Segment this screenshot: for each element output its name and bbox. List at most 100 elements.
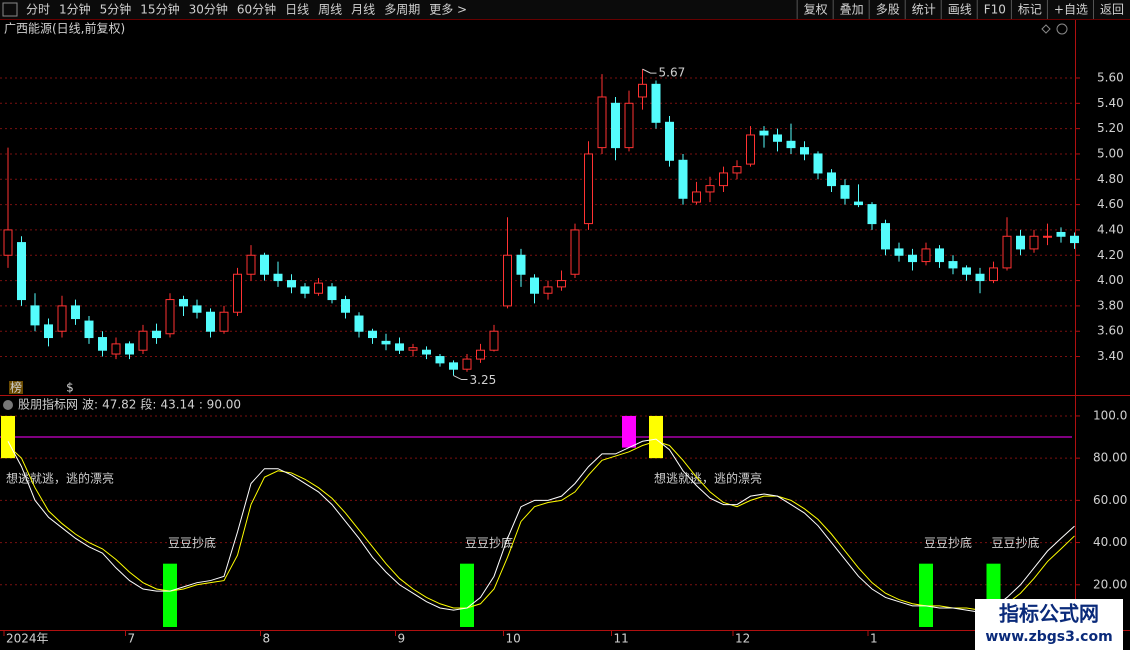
candle-body (84, 320, 94, 339)
candle-body (759, 130, 769, 136)
signal-bar (460, 563, 474, 627)
toolbar (0, 0, 1130, 19)
date-label: 2024年 (6, 632, 49, 646)
candle-body (746, 134, 755, 165)
candle-body (881, 223, 890, 250)
candle-body (233, 273, 242, 313)
toolbar-button[interactable]: 复权 (804, 3, 828, 17)
signal-label: 豆豆抄底 (992, 535, 1040, 550)
toolbar-item[interactable]: 月线 (351, 3, 375, 17)
y-tick-label: 80.00 (1093, 451, 1127, 465)
toolbar-button[interactable]: 标记 (1018, 3, 1042, 17)
candle-body (800, 147, 809, 155)
y-tick-label: 3.60 (1097, 324, 1124, 338)
candle-body (1016, 235, 1025, 250)
toolbar-item[interactable]: 分时 (26, 3, 50, 17)
toolbar-button[interactable]: 返回 (1100, 3, 1124, 17)
toolbar-item[interactable]: 周线 (318, 3, 342, 17)
date-label: 9 (398, 632, 406, 646)
candle-body (975, 273, 985, 282)
toolbar-button[interactable]: 统计 (912, 3, 936, 17)
candle-body (125, 343, 134, 355)
signal-label: 想逃就逃，逃的漂亮 (654, 471, 762, 486)
candle-body (260, 254, 269, 275)
candle-body (476, 349, 485, 360)
candle-body (138, 330, 148, 351)
candle-body (678, 159, 688, 199)
toolbar-item[interactable]: 60分钟 (237, 2, 276, 17)
candle-body (638, 83, 647, 98)
y-tick-label: 5.00 (1097, 146, 1124, 160)
panel-button[interactable] (1041, 24, 1051, 34)
y-tick-label: 40.00 (1093, 535, 1127, 549)
candle-body (557, 280, 566, 288)
y-tick-label: 100.0 (1093, 408, 1127, 422)
toolbar-item[interactable]: 15分钟 (140, 2, 179, 17)
annotation-arrow (453, 375, 468, 381)
candle-body (827, 172, 836, 187)
signal-label: 豆豆抄底 (924, 535, 972, 550)
candle-body (44, 324, 53, 339)
candle-body (1043, 235, 1052, 238)
candle-body (543, 286, 553, 294)
toolbar-item[interactable]: 1分钟 (59, 2, 91, 17)
y-tick-label: 5.60 (1097, 70, 1124, 84)
candle-body (395, 343, 404, 351)
candle-body (98, 337, 107, 351)
candle-body (327, 286, 337, 301)
signal-bar (163, 563, 177, 627)
date-label: 12 (735, 632, 750, 646)
candle-body (948, 261, 958, 269)
watermark-url: www.zbgs3.com (985, 629, 1112, 645)
toolbar-item[interactable]: 日线 (285, 3, 309, 17)
toolbar-item[interactable]: 更多 > (429, 3, 467, 17)
candle-body (341, 299, 350, 313)
candle-body (273, 273, 283, 282)
y-tick-label: 5.40 (1097, 96, 1124, 110)
candle-body (17, 242, 26, 301)
candle-body (894, 248, 904, 256)
candle-body (381, 340, 391, 345)
signal-bar (919, 563, 933, 627)
candle-body (962, 267, 971, 275)
legend-text: : 90.00 (199, 398, 241, 412)
candle-body (368, 330, 377, 339)
candle-body (462, 358, 472, 370)
menu-icon[interactable] (2, 2, 18, 17)
candle-body (489, 330, 499, 351)
candle-body (584, 153, 593, 225)
high-annotation: 5.67 (659, 66, 686, 80)
toolbar-item[interactable]: 5分钟 (100, 2, 132, 17)
candle-body (692, 191, 701, 203)
date-label: 8 (263, 632, 271, 646)
candle-body (314, 282, 323, 294)
indicator-line (7, 438, 1075, 613)
candle-body (71, 305, 80, 320)
toolbar-button[interactable]: 多股 (876, 3, 900, 17)
y-tick-label: 4.40 (1097, 222, 1124, 236)
panel-button[interactable] (3, 400, 13, 410)
toolbar-button[interactable]: 画线 (948, 3, 972, 17)
y-tick-label: 20.00 (1093, 577, 1127, 591)
candle-body (921, 248, 931, 263)
candle-body (435, 356, 445, 364)
marker: 榜 (10, 380, 22, 395)
legend-text: 股朋指标网 (18, 397, 78, 412)
marker: $ (66, 381, 74, 395)
candle-body (57, 305, 67, 332)
signal-label: 豆豆抄底 (465, 535, 513, 550)
candle-body (300, 286, 310, 294)
toolbar-button[interactable]: +自选 (1054, 3, 1088, 17)
toolbar-button[interactable]: F10 (984, 3, 1006, 17)
candle-body (854, 201, 863, 206)
candle-body (206, 311, 215, 332)
candle-body (152, 330, 161, 339)
candle-body (665, 121, 674, 161)
toolbar-button[interactable]: 叠加 (840, 3, 864, 17)
panel-button[interactable] (1056, 23, 1068, 35)
candle-body (935, 248, 944, 263)
toolbar-item[interactable]: 30分钟 (189, 2, 228, 17)
candle-body (732, 166, 742, 174)
candle-body (449, 362, 458, 370)
toolbar-item[interactable]: 多周期 (384, 3, 420, 17)
